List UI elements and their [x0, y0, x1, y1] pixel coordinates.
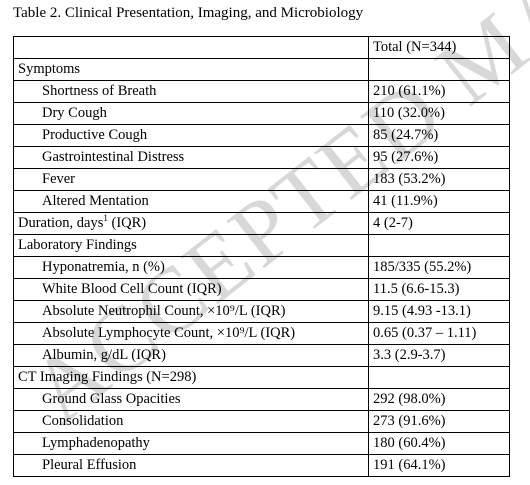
row-label-cell: Albumin, g/dL (IQR): [13, 344, 369, 367]
row-value-cell: [368, 366, 510, 389]
row-label-cell: Dry Cough: [13, 102, 369, 125]
row-label-cell: Shortness of Breath: [13, 80, 369, 103]
row-label: Fever: [42, 171, 76, 187]
row-value-cell: [368, 58, 510, 81]
row-label: Absolute Lymphocyte Count, ×10⁹/L (IQR): [42, 325, 296, 341]
row-value-cell: 185/335 (55.2%): [368, 256, 510, 279]
row-label: Dry Cough: [42, 105, 107, 121]
results-table: Total (N=344) Symptoms Shortness of Breat…: [13, 36, 510, 477]
table-header-row: Total (N=344): [13, 36, 510, 59]
table-row: Symptoms: [13, 58, 510, 81]
table-row: Productive Cough 85 (24.7%): [13, 124, 510, 147]
table-row: Shortness of Breath 210 (61.1%): [13, 80, 510, 103]
row-value-cell: 11.5 (6.6-15.3): [368, 278, 510, 301]
row-label: Absolute Neutrophil Count, ×10⁹/L (IQR): [42, 303, 286, 319]
row-label: Consolidation: [42, 413, 124, 429]
row-label: Duration, days: [18, 215, 104, 231]
row-label: Altered Mentation: [42, 193, 149, 209]
row-label: Lymphadenopathy: [42, 435, 150, 451]
row-value-cell: 9.15 (4.93 -13.1): [368, 300, 510, 323]
row-label-cell: Lymphadenopathy: [13, 432, 369, 455]
row-value-cell: 0.65 (0.37 – 1.11): [368, 322, 510, 345]
row-label-cell: Gastrointestinal Distress: [13, 146, 369, 169]
row-value-cell: 95 (27.6%): [368, 146, 510, 169]
table-row: CT Imaging Findings (N=298): [13, 366, 510, 389]
row-value-cell: [368, 234, 510, 257]
table-caption: Table 2. Clinical Presentation, Imaging,…: [13, 5, 364, 21]
row-label-cell: Absolute Lymphocyte Count, ×10⁹/L (IQR): [13, 322, 369, 345]
row-label-cell: Altered Mentation: [13, 190, 369, 213]
row-label: CT Imaging Findings (N=298): [18, 369, 197, 385]
table-row: Dry Cough 110 (32.0%): [13, 102, 510, 125]
row-value-cell: 273 (91.6%): [368, 410, 510, 433]
table-row: Gastrointestinal Distress 95 (27.6%): [13, 146, 510, 169]
row-label: Albumin, g/dL (IQR): [42, 347, 166, 363]
row-label-cell: Laboratory Findings: [13, 234, 369, 257]
table-row: Consolidation 273 (91.6%): [13, 410, 510, 433]
table-body: Total (N=344) Symptoms Shortness of Breat…: [13, 36, 510, 477]
row-value-cell: 292 (98.0%): [368, 388, 510, 411]
row-label: Pleural Effusion: [42, 457, 137, 473]
row-label-cell: Consolidation: [13, 410, 369, 433]
row-label: Shortness of Breath: [42, 83, 157, 99]
header-total-cell: Total (N=344): [368, 36, 510, 59]
row-label: Hyponatremia, n (%): [42, 259, 165, 275]
row-label: Laboratory Findings: [18, 237, 137, 253]
row-label-cell: Productive Cough: [13, 124, 369, 147]
row-label-cell: Hyponatremia, n (%): [13, 256, 369, 279]
footnote-marker: 1: [103, 213, 108, 224]
row-label-cell: Fever: [13, 168, 369, 191]
table-row: Duration, days1 (IQR) 4 (2-7): [13, 212, 510, 235]
table-row: Absolute Neutrophil Count, ×10⁹/L (IQR) 9…: [13, 300, 510, 323]
row-value-cell: 110 (32.0%): [368, 102, 510, 125]
row-label-cell: Ground Glass Opacities: [13, 388, 369, 411]
row-label-cell: CT Imaging Findings (N=298): [13, 366, 369, 389]
row-value-cell: 210 (61.1%): [368, 80, 510, 103]
row-label-suffix: (IQR): [107, 215, 147, 231]
row-label-cell: Symptoms: [13, 58, 369, 81]
row-value-cell: 183 (53.2%): [368, 168, 510, 191]
table-row: White Blood Cell Count (IQR) 11.5 (6.6-15…: [13, 278, 510, 301]
row-value-cell: 3.3 (2.9-3.7): [368, 344, 510, 367]
row-value-cell: 191 (64.1%): [368, 454, 510, 477]
row-label: Ground Glass Opacities: [42, 391, 181, 407]
table-row: Laboratory Findings: [13, 234, 510, 257]
row-value-cell: 85 (24.7%): [368, 124, 510, 147]
row-value-cell: 41 (11.9%): [368, 190, 510, 213]
row-value-cell: 180 (60.4%): [368, 432, 510, 455]
table-row: Altered Mentation 41 (11.9%): [13, 190, 510, 213]
header-label-cell: [13, 36, 369, 59]
table-row: Absolute Lymphocyte Count, ×10⁹/L (IQR) 0…: [13, 322, 510, 345]
row-label: White Blood Cell Count (IQR): [42, 281, 222, 297]
table-row: Pleural Effusion 191 (64.1%): [13, 454, 510, 477]
row-value-cell: 4 (2-7): [368, 212, 510, 235]
table-row: Lymphadenopathy 180 (60.4%): [13, 432, 510, 455]
table-row: Hyponatremia, n (%) 185/335 (55.2%): [13, 256, 510, 279]
row-label: Productive Cough: [42, 127, 148, 143]
table-row: Albumin, g/dL (IQR) 3.3 (2.9-3.7): [13, 344, 510, 367]
row-label: Symptoms: [18, 61, 81, 77]
table-row: Fever 183 (53.2%): [13, 168, 510, 191]
row-label-cell: Pleural Effusion: [13, 454, 369, 477]
row-label-cell: White Blood Cell Count (IQR): [13, 278, 369, 301]
row-label-cell: Duration, days1 (IQR): [13, 212, 369, 235]
table-row: Ground Glass Opacities 292 (98.0%): [13, 388, 510, 411]
row-label-cell: Absolute Neutrophil Count, ×10⁹/L (IQR): [13, 300, 369, 323]
row-label: Gastrointestinal Distress: [42, 149, 185, 165]
